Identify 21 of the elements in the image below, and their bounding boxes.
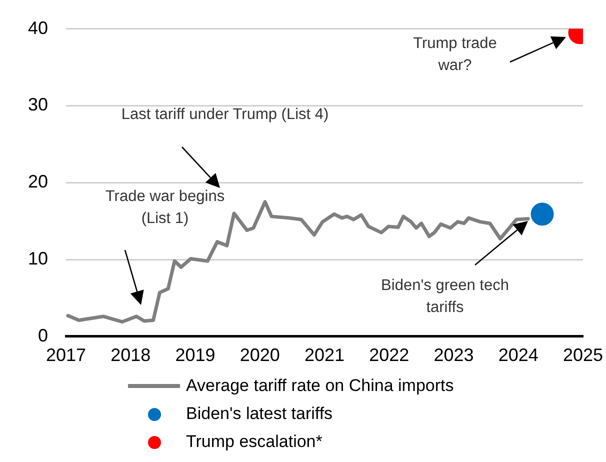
annotation: Trade war begins (List 1) — [105, 187, 225, 229]
x-tick-label: 2019 — [175, 345, 216, 366]
x-tick-label: 2023 — [434, 345, 474, 366]
x-tick-label: 2024 — [498, 345, 538, 366]
x-tick-label: 2021 — [304, 345, 345, 366]
annotation: Last tariff under Trump (List 4) — [121, 105, 329, 125]
annotation: Biden's green tech tariffs — [381, 276, 509, 318]
x-tick-label: 2017 — [46, 345, 86, 366]
y-tick-label: 0 — [38, 325, 48, 346]
legend-label: Trump escalation* — [186, 432, 322, 452]
x-tick-label: 2018 — [110, 345, 151, 366]
x-tick-label: 2020 — [240, 345, 280, 366]
legend-label: Average tariff rate on China imports — [186, 376, 454, 396]
y-tick-label: 40 — [28, 18, 48, 38]
x-tick-label: 2022 — [369, 345, 410, 366]
x-tick-label: 2025 — [562, 345, 603, 366]
annotation: Trump trade war? — [413, 34, 497, 76]
y-tick-label: 20 — [28, 172, 48, 192]
y-tick-label: 10 — [28, 248, 48, 268]
y-tick-label: 30 — [28, 94, 48, 115]
legend-label: Biden's latest tariffs — [186, 404, 333, 424]
